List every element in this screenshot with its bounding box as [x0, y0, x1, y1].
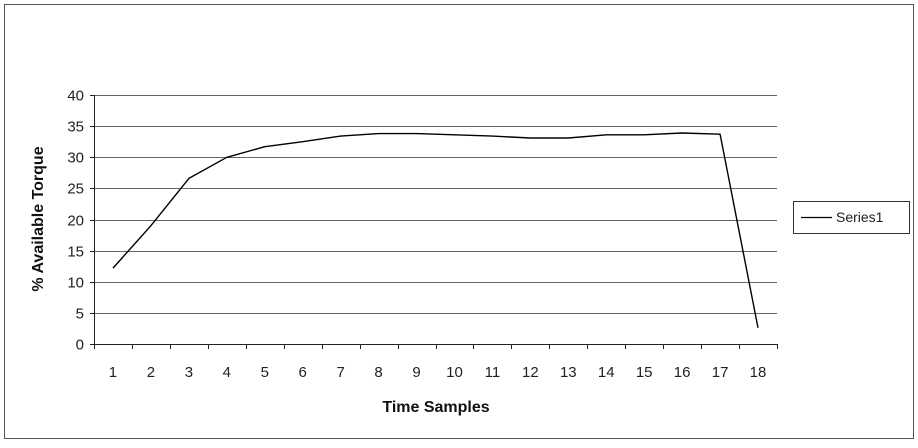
x-tick-label-6: 6 — [299, 364, 307, 381]
x-tick-label-9: 9 — [412, 364, 420, 381]
x-tick-label-8: 8 — [374, 364, 382, 381]
y-tick-label-20: 20 — [67, 213, 84, 230]
x-tick-label-4: 4 — [223, 364, 231, 381]
x-tick-label-14: 14 — [598, 364, 615, 381]
y-tick-label-40: 40 — [67, 88, 84, 105]
y-tick-label-25: 25 — [67, 181, 84, 198]
y-tick-label-5: 5 — [76, 306, 84, 323]
x-tick-label-10: 10 — [446, 364, 463, 381]
legend-label-series1: Series1 — [836, 209, 884, 225]
x-tick-label-13: 13 — [560, 364, 577, 381]
x-tick-label-12: 12 — [522, 364, 539, 381]
x-tick-label-2: 2 — [147, 364, 155, 381]
x-tick-label-11: 11 — [485, 364, 501, 381]
y-tick-label-30: 30 — [67, 150, 84, 167]
y-tick-label-15: 15 — [67, 244, 84, 261]
y-tick-label-0: 0 — [76, 337, 84, 354]
legend: Series1 — [794, 202, 910, 234]
x-tick-label-17: 17 — [712, 364, 729, 381]
y-tick-label-35: 35 — [67, 119, 84, 136]
x-tick-label-16: 16 — [674, 364, 691, 381]
x-tick-label-1: 1 — [109, 364, 117, 381]
y-tick-label-10: 10 — [67, 275, 84, 292]
x-tick-label-18: 18 — [750, 364, 767, 381]
x-tick-label-3: 3 — [185, 364, 193, 381]
x-tick-label-15: 15 — [636, 364, 653, 381]
x-axis-label: Time Samples — [382, 399, 489, 416]
x-tick-label-5: 5 — [261, 364, 269, 381]
y-axis-label: % Available Torque — [30, 146, 47, 291]
x-tick-label-7: 7 — [336, 364, 344, 381]
